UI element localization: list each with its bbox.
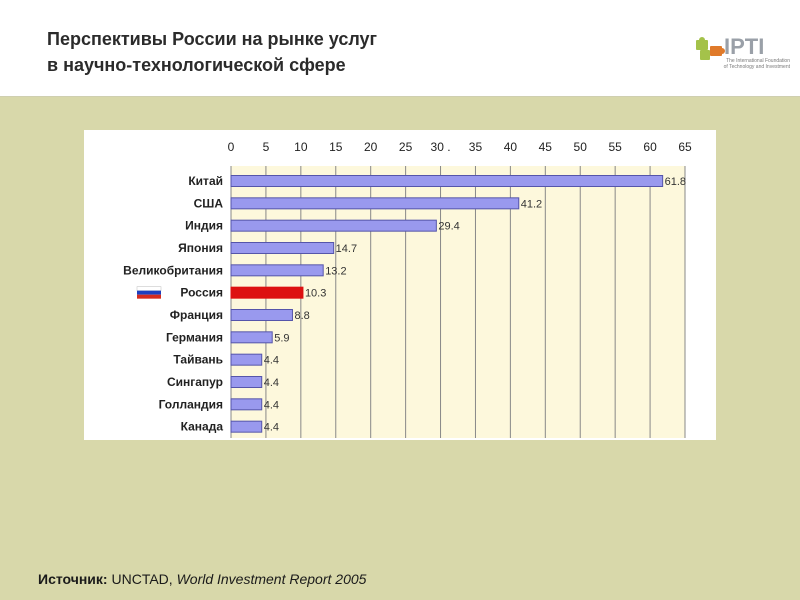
bar: [230, 353, 263, 366]
logo-subtitle-line-1: The International Foundation: [726, 58, 790, 64]
data-label: 4.4: [264, 355, 279, 367]
x-tick-label: 50: [574, 140, 588, 154]
category-label: Канада: [181, 420, 224, 434]
bar-chart: 0 5 10 15 20 25 30 . 35 40 45 50 55 60 65 Китай 61.8 США…: [123, 140, 692, 438]
data-label: 4.4: [264, 377, 279, 389]
bar: [230, 331, 273, 344]
bar: [230, 286, 304, 299]
flag-white-stripe: [136, 286, 162, 291]
data-label: 10.3: [305, 288, 326, 300]
logo-wordmark: IPTI: [724, 34, 765, 59]
slide-header: Перспективы России на рынке услуг в науч…: [0, 0, 800, 97]
category-label: Тайвань: [173, 353, 223, 367]
source-org: UNCTAD,: [111, 571, 173, 587]
category-label: США: [194, 196, 224, 210]
flag-blue-stripe: [137, 290, 161, 295]
x-tick-label: 55: [608, 140, 622, 154]
category-label: Китай: [188, 174, 223, 188]
title-line-2: в научно-технологической сфере: [47, 55, 346, 75]
x-tick-label: 10: [294, 140, 308, 154]
category-label: Германия: [166, 330, 223, 344]
category-label: Россия: [180, 286, 223, 300]
plot-background: [231, 166, 685, 438]
chart-container: 0 5 10 15 20 25 30 . 35 40 45 50 55 60 65 Китай 61.8 США…: [84, 130, 716, 440]
category-label: Великобритания: [123, 263, 223, 277]
category-label: Голландия: [159, 397, 223, 411]
category-label: Япония: [178, 241, 223, 255]
bar: [230, 264, 324, 277]
title-line-1: Перспективы России на рынке услуг: [47, 29, 378, 49]
data-label: 4.4: [264, 422, 279, 434]
slide-title: Перспективы России на рынке услуг в науч…: [47, 26, 377, 78]
x-tick-label: 60: [643, 140, 657, 154]
x-tick-label: 40: [504, 140, 518, 154]
category-label: Индия: [185, 219, 223, 233]
bar: [230, 309, 293, 321]
data-label: 4.4: [264, 399, 279, 411]
data-label: 14.7: [336, 243, 357, 255]
category-label: Сингапур: [167, 375, 223, 389]
x-tick-label: 15: [329, 140, 343, 154]
data-label: 8.8: [294, 310, 309, 322]
category-label: Франция: [170, 308, 223, 322]
source-report: World Investment Report 2005: [176, 571, 367, 587]
x-tick-label: 25: [399, 140, 413, 154]
x-tick-label: 5: [263, 140, 270, 154]
flag-red-stripe: [137, 294, 161, 299]
logo-subtitle: The International Foundation of Technolo…: [698, 58, 790, 70]
bar: [230, 197, 520, 210]
x-tick-label: 30 .: [431, 140, 451, 154]
bar: [230, 420, 263, 433]
bar: [230, 398, 263, 411]
data-label: 61.8: [665, 176, 686, 188]
source-label: Источник:: [38, 571, 108, 587]
bar: [230, 376, 263, 388]
bar: [230, 219, 437, 232]
data-label: 13.2: [325, 265, 346, 277]
bar: [230, 175, 664, 187]
x-tick-label: 20: [364, 140, 378, 154]
puzzle-logo-icon: [696, 37, 725, 60]
x-tick-label: 35: [469, 140, 483, 154]
bar: [230, 242, 335, 254]
source-note: Источник: UNCTAD, World Investment Repor…: [38, 571, 366, 587]
ipti-logo: IPTI The International Foundation of Tec…: [694, 34, 790, 80]
x-tick-label: 45: [539, 140, 553, 154]
x-tick-label: 65: [678, 140, 692, 154]
data-label: 41.2: [521, 198, 542, 210]
x-tick-label: 0: [228, 140, 235, 154]
data-label: 29.4: [438, 221, 459, 233]
logo-subtitle-line-2: of Technology and Investment: [723, 64, 790, 70]
data-label: 5.9: [274, 332, 289, 344]
